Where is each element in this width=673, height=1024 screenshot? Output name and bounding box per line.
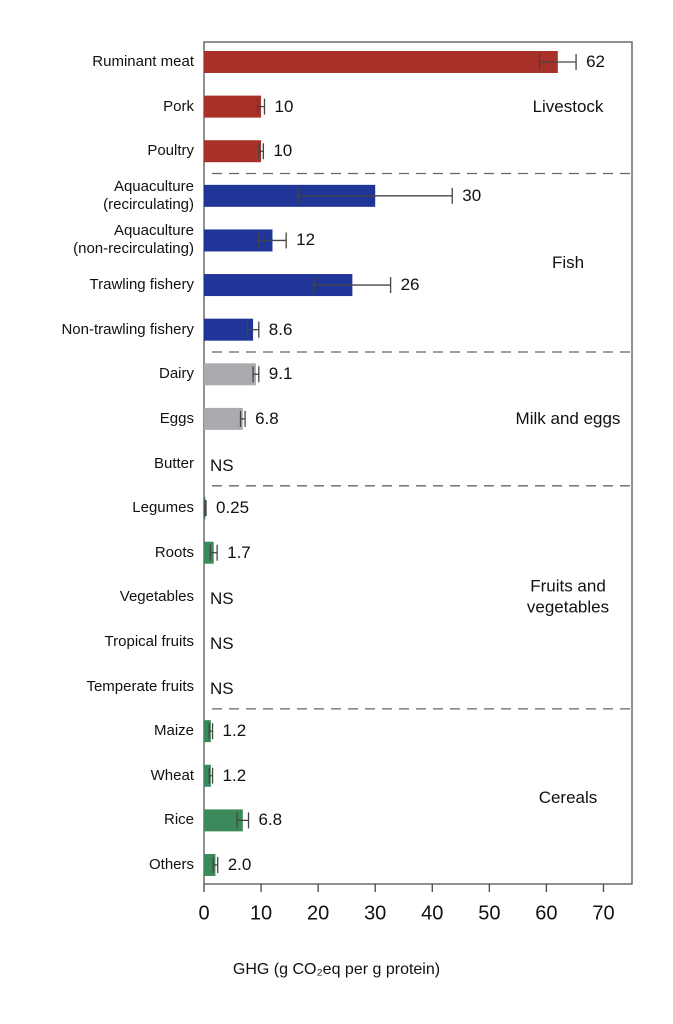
category-label: Maize — [153, 722, 194, 740]
value-label: 6.8 — [258, 810, 283, 830]
value-label: 0.25 — [215, 497, 250, 517]
value-label: 62 — [586, 51, 605, 71]
value-label: NS — [210, 455, 234, 475]
category-label: Temperate fruits — [86, 677, 194, 695]
group-label: Cereals — [538, 787, 598, 807]
value-label: NS — [210, 589, 234, 609]
group-label: Fruits and vegetables — [526, 576, 610, 617]
x-tick-label: 30 — [364, 902, 386, 924]
bar — [204, 229, 273, 252]
bar — [204, 764, 211, 787]
bar — [204, 720, 211, 743]
category-label: Legumes — [132, 499, 194, 517]
value-label: 26 — [400, 274, 420, 294]
x-tick-label: 0 — [198, 902, 209, 924]
category-label: Vegetables — [119, 588, 194, 606]
category-label: Tropical fruits — [104, 632, 194, 650]
value-label: 6.8 — [255, 408, 279, 428]
bar — [204, 363, 256, 386]
category-label: Wheat — [150, 766, 194, 784]
x-tick-label: 40 — [421, 902, 443, 924]
category-label: Non-trawling fishery — [61, 320, 194, 338]
category-label: Poultry — [147, 142, 194, 160]
category-label: Trawling fishery — [89, 276, 194, 294]
category-label: Aquaculture (recirculating) — [103, 177, 194, 213]
bar — [204, 51, 558, 73]
category-label: Rice — [163, 811, 194, 829]
bar — [204, 407, 243, 430]
bar — [204, 274, 353, 297]
x-tick-label: 20 — [307, 902, 329, 924]
x-tick-label: 70 — [592, 902, 614, 924]
category-label: Aquaculture (non-recirculating) — [73, 222, 194, 258]
category-label: Butter — [153, 454, 194, 472]
value-label: 1.2 — [222, 765, 247, 785]
bar — [204, 95, 262, 118]
value-label: 10 — [274, 96, 294, 116]
value-label: 10 — [273, 141, 293, 161]
value-label: 8.6 — [268, 319, 293, 339]
bar — [204, 541, 214, 564]
value-label: 30 — [462, 185, 482, 205]
bar — [204, 140, 262, 163]
category-label: Ruminant meat — [92, 53, 194, 70]
x-tick-label: 60 — [535, 902, 557, 924]
bar — [204, 809, 243, 832]
category-label: Eggs — [159, 409, 194, 427]
category-label: Dairy — [158, 365, 194, 383]
value-label: 9.1 — [268, 364, 293, 384]
value-label: 1.7 — [227, 542, 251, 562]
value-label: NS — [210, 678, 234, 698]
value-label: 12 — [296, 230, 316, 250]
x-tick-label: 10 — [250, 902, 272, 924]
value-label: 2.0 — [227, 854, 252, 874]
x-tick-label: 50 — [478, 902, 500, 924]
group-label: Livestock — [532, 96, 604, 116]
bar — [204, 318, 254, 341]
value-label: 1.2 — [222, 720, 247, 740]
category-label: Roots — [154, 543, 194, 561]
bar — [204, 184, 376, 207]
group-label: Milk and eggs — [515, 408, 621, 428]
plot-frame — [203, 41, 633, 885]
category-label: Others — [148, 856, 194, 873]
group-label: Fish — [551, 252, 585, 272]
x-axis-label: GHG (g CO₂eq per g protein) — [232, 961, 441, 978]
bar — [204, 854, 216, 876]
value-label: NS — [210, 633, 234, 653]
category-label: Pork — [163, 97, 194, 115]
